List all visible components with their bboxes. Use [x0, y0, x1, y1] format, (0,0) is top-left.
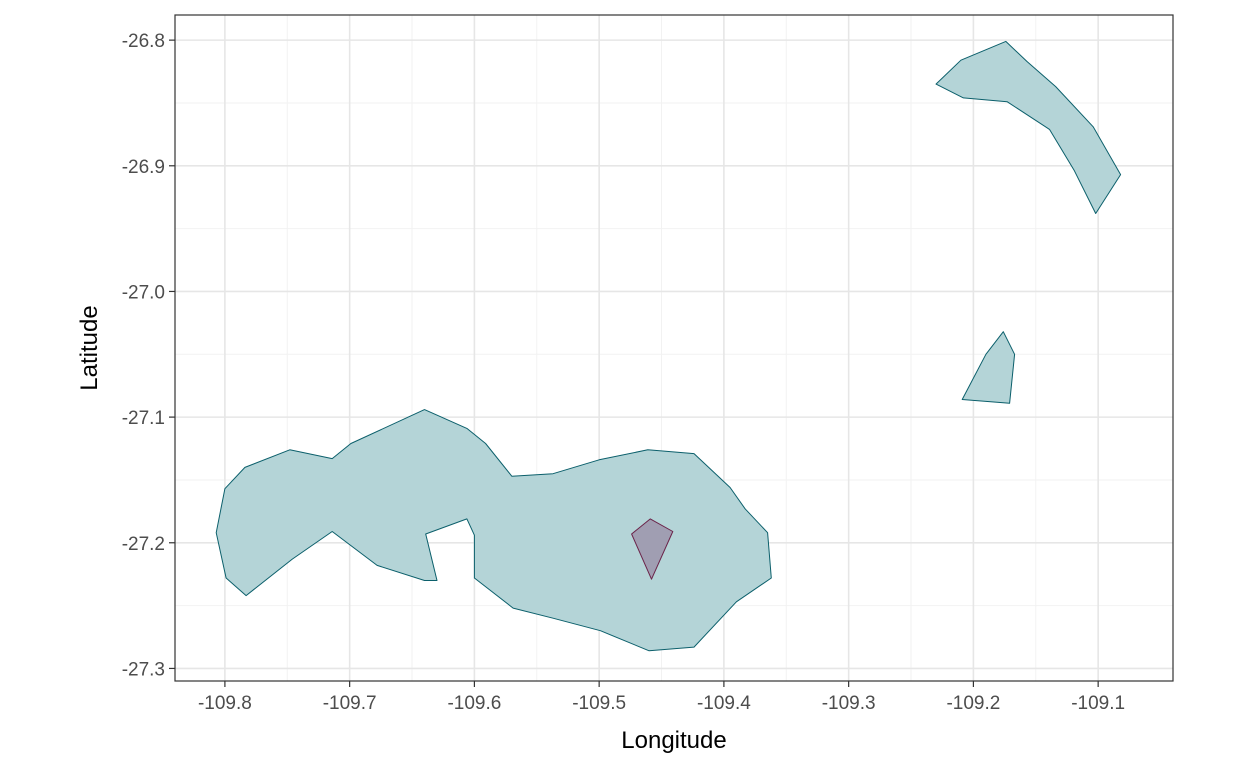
- polygon-main-island: [215, 409, 772, 652]
- panel-border: [174, 14, 1174, 682]
- polygon-layer: [215, 40, 1122, 652]
- y-tick-label: -26.9: [122, 157, 165, 178]
- y-tick-label: -27.0: [122, 282, 165, 303]
- x-tick-label: -109.8: [198, 693, 252, 714]
- x-tick-label: -109.2: [946, 693, 1000, 714]
- x-axis: -109.8 -109.7 -109.6 -109.5 -109.4 -109.3 -109…: [198, 681, 1125, 714]
- y-tick-label: -26.8: [122, 31, 165, 52]
- x-tick-label: -109.6: [447, 693, 501, 714]
- y-axis-title: Latitude: [76, 305, 103, 390]
- polygon-east-islet: [961, 331, 1016, 404]
- x-axis-title: Longitude: [621, 727, 726, 754]
- polygon-northeast-island: [935, 40, 1122, 214]
- polygon-highlight: [631, 518, 674, 580]
- y-axis: -26.8 -26.9 -27.0 -27.1 -27.2 -27.3: [122, 31, 175, 680]
- x-tick-label: -109.4: [697, 693, 751, 714]
- y-tick-label: -27.3: [122, 659, 165, 680]
- y-tick-label: -27.2: [122, 534, 165, 555]
- x-tick-label: -109.1: [1071, 693, 1125, 714]
- x-tick-label: -109.5: [572, 693, 626, 714]
- x-tick-label: -109.3: [822, 693, 876, 714]
- x-tick-label: -109.7: [323, 693, 377, 714]
- y-tick-label: -27.1: [122, 408, 165, 429]
